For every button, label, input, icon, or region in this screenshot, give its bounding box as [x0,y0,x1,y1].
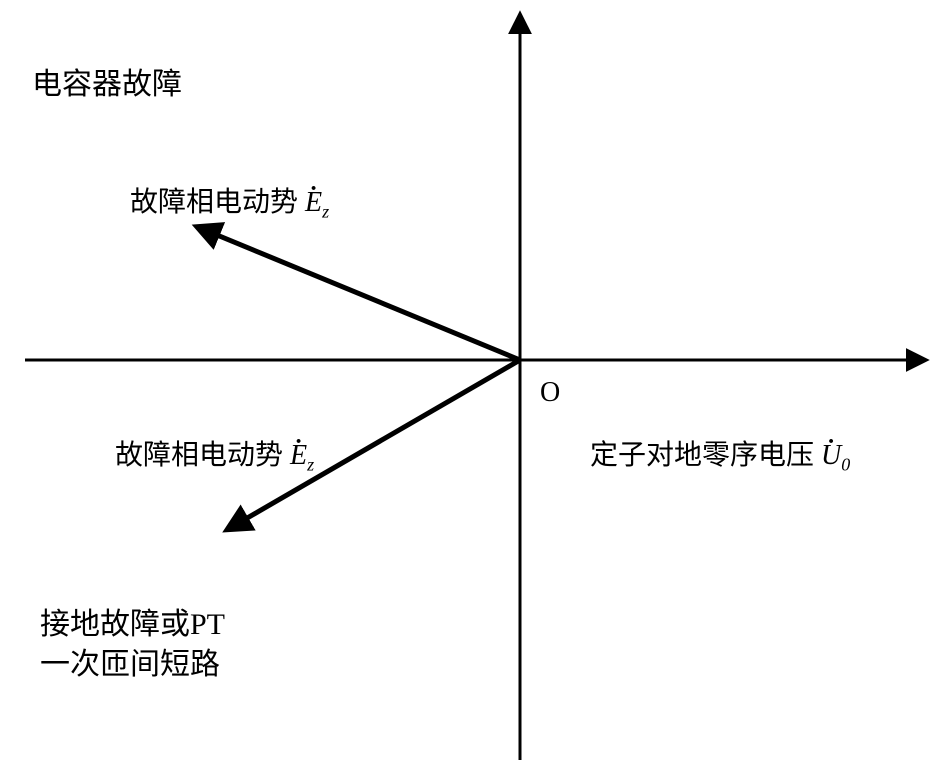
label-u0-var: U [821,438,841,474]
label-origin: O [540,375,560,411]
label-ez-upper: 故障相电动势 Ez [130,185,329,224]
label-origin-text: O [540,377,560,408]
label-u0-sub: 0 [841,455,850,475]
label-ez-upper-var: E [305,185,322,221]
label-ground-fault-line1: 接地故障或PT [40,605,225,644]
label-ez-lower-var: E [290,438,307,474]
label-capacitor-fault: 电容器故障 [32,65,182,104]
label-ground-fault-text1: 接地故障或PT [40,608,225,641]
label-ez-upper-sub: z [322,202,329,222]
diagram-container: 电容器故障 故障相电动势 Ez 故障相电动势 Ez 定子对地零序电压 U0 接地… [0,0,937,763]
label-u0-prefix: 定子对地零序电压 [590,440,821,471]
label-ez-lower-sub: z [307,455,314,475]
label-u0: 定子对地零序电压 U0 [590,438,850,477]
label-ez-lower-prefix: 故障相电动势 [115,440,290,471]
label-ez-upper-prefix: 故障相电动势 [130,187,305,218]
label-capacitor-fault-text: 电容器故障 [32,68,182,101]
label-ground-fault-line2: 一次匝间短路 [40,645,220,684]
vector-ez-upper [200,228,520,360]
label-ground-fault-text2: 一次匝间短路 [40,648,220,681]
label-ez-lower: 故障相电动势 Ez [115,438,314,477]
